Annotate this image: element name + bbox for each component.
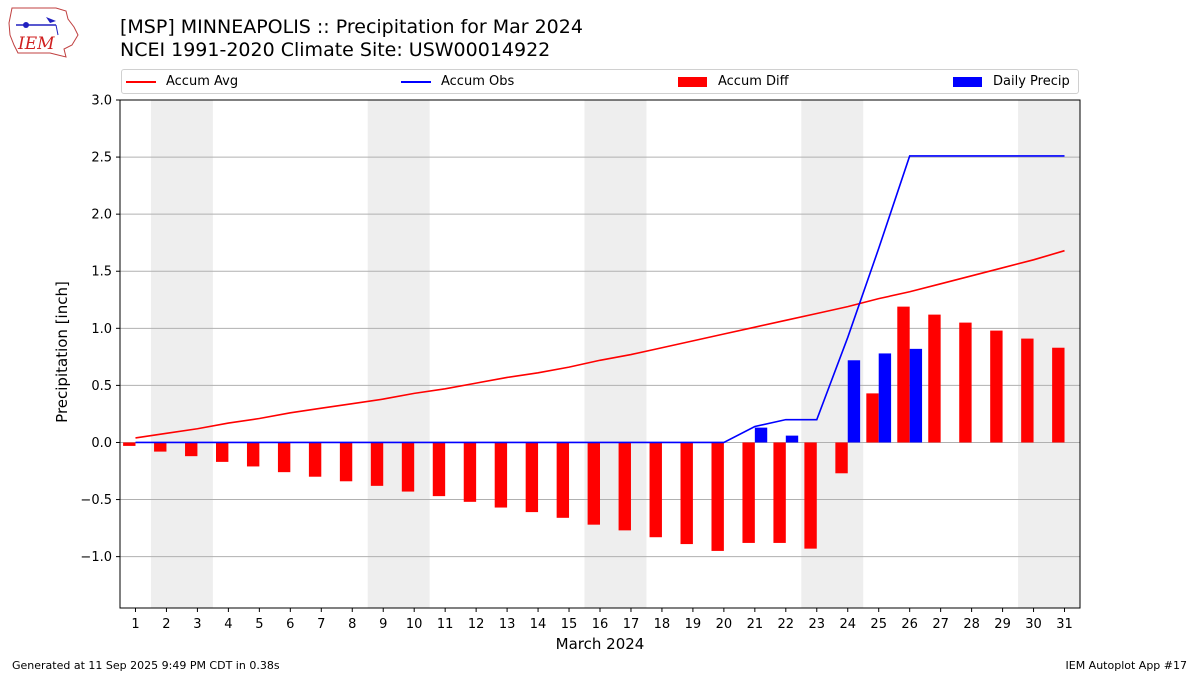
- x-tick-label: 2: [162, 617, 170, 632]
- x-tick-label: 25: [870, 617, 887, 632]
- x-axis-label: March 2024: [556, 635, 645, 653]
- x-tick-label: 24: [839, 617, 856, 632]
- accum-diff-bar: [401, 442, 415, 492]
- y-tick-label: −1.0: [80, 550, 112, 565]
- autoplot-app-label: IEM Autoplot App #17: [1065, 659, 1188, 672]
- y-axis-label: Precipitation [inch]: [53, 281, 71, 423]
- y-tick-label: 0.5: [91, 379, 112, 394]
- x-tick-label: 17: [623, 617, 640, 632]
- legend-label-accum-obs: Accum Obs: [441, 74, 515, 89]
- daily-precip-bar: [847, 360, 861, 443]
- x-tick-label: 13: [499, 617, 516, 632]
- x-tick-label: 10: [406, 617, 423, 632]
- accum-diff-bar: [339, 442, 353, 482]
- x-tick-label: 22: [778, 617, 795, 632]
- y-tick-label: 1.5: [91, 265, 112, 280]
- accum-diff-bar: [835, 442, 848, 474]
- accum-diff-bar: [897, 306, 910, 443]
- accum-diff-bar: [1052, 347, 1065, 443]
- daily-precip-bar: [909, 348, 923, 443]
- y-tick-label: 3.0: [91, 94, 112, 109]
- x-tick-label: 12: [468, 617, 485, 632]
- x-tick-label: 29: [994, 617, 1011, 632]
- x-tick-label: 30: [1025, 617, 1042, 632]
- x-tick-label: 5: [255, 617, 263, 632]
- daily-precip-bar: [754, 427, 768, 443]
- accum-diff-bar: [587, 442, 600, 525]
- accum-diff-bar: [432, 442, 446, 497]
- y-tick-label: 2.5: [91, 151, 112, 166]
- accum-diff-bar: [277, 442, 291, 473]
- x-tick-label: 26: [901, 617, 918, 632]
- x-tick-label: 7: [317, 617, 325, 632]
- x-tick-label: 14: [530, 617, 547, 632]
- accum-diff-bar: [711, 442, 724, 551]
- accum-diff-bar: [308, 442, 322, 477]
- accum-obs-line: [135, 155, 1065, 444]
- legend-label-accum-diff: Accum Diff: [718, 74, 789, 89]
- chart-title: [MSP] MINNEAPOLIS :: Precipitation for M…: [120, 16, 583, 38]
- x-tick-label: 9: [379, 617, 387, 632]
- weekend-band: [150, 100, 213, 608]
- accum-diff-bar: [154, 442, 167, 452]
- accum-diff-bar: [866, 393, 879, 443]
- accum-diff-bar: [618, 442, 631, 531]
- legend-swatch-accum-diff: [678, 77, 707, 87]
- accum-diff-bar: [525, 442, 539, 513]
- x-tick-label: 6: [286, 617, 294, 632]
- accum-diff-bar: [1021, 338, 1034, 443]
- x-tick-label: 18: [654, 617, 671, 632]
- legend-swatch-daily-precip: [953, 77, 982, 87]
- x-tick-label: 16: [592, 617, 609, 632]
- accum-diff-bar: [494, 442, 508, 508]
- accum-diff-bar: [928, 314, 941, 443]
- legend-label-accum-avg: Accum Avg: [166, 74, 239, 89]
- y-tick-label: 0.0: [91, 436, 112, 451]
- legend: Accum Avg Accum Obs Accum Diff Daily Pre…: [121, 69, 1079, 94]
- accum-diff-bar: [990, 330, 1003, 443]
- daily-precip-bar: [785, 435, 799, 443]
- accum-diff-bar: [246, 442, 260, 467]
- accum-diff-bar: [742, 442, 755, 543]
- x-tick-label: 19: [685, 617, 702, 632]
- accum-diff-bar: [804, 442, 817, 549]
- logo-lettering: IEM: [17, 34, 55, 54]
- x-tick-label: 4: [224, 617, 232, 632]
- weekend-band: [367, 100, 430, 608]
- legend-swatch-accum-avg: [126, 81, 156, 83]
- x-tick-label: 3: [193, 617, 201, 632]
- x-tick-label: 21: [747, 617, 764, 632]
- accum-diff-bar: [463, 442, 477, 502]
- accum-diff-bar: [216, 442, 229, 462]
- chart-subtitle: NCEI 1991-2020 Climate Site: USW00014922: [120, 39, 551, 61]
- x-tick-label: 20: [716, 617, 733, 632]
- accum-diff-bar: [370, 442, 384, 486]
- daily-precip-bar: [878, 353, 892, 443]
- generated-timestamp: Generated at 11 Sep 2025 9:49 PM CDT in …: [12, 659, 280, 672]
- accum-diff-bar: [185, 442, 198, 457]
- accum-diff-bar: [959, 322, 972, 443]
- accum-diff-bar: [649, 442, 662, 538]
- x-tick-label: 15: [561, 617, 578, 632]
- x-tick-label: 28: [963, 617, 980, 632]
- legend-label-daily-precip: Daily Precip: [993, 74, 1070, 89]
- iem-logo: IEM: [8, 7, 79, 58]
- y-tick-label: 2.0: [91, 208, 112, 223]
- y-tick-label: −0.5: [80, 493, 112, 508]
- accum-diff-bar: [773, 442, 786, 543]
- legend-swatch-accum-obs: [401, 81, 431, 83]
- x-tick-label: 11: [437, 617, 454, 632]
- accum-diff-bar: [680, 442, 693, 545]
- accum-diff-bar: [123, 442, 136, 446]
- x-tick-label: 1: [131, 617, 139, 632]
- x-tick-label: 31: [1056, 617, 1073, 632]
- x-tick-label: 23: [809, 617, 826, 632]
- y-tick-label: 1.0: [91, 322, 112, 337]
- accum-diff-bar: [556, 442, 570, 518]
- x-tick-label: 8: [348, 617, 356, 632]
- x-tick-label: 27: [932, 617, 949, 632]
- accum-avg-line: [135, 249, 1065, 439]
